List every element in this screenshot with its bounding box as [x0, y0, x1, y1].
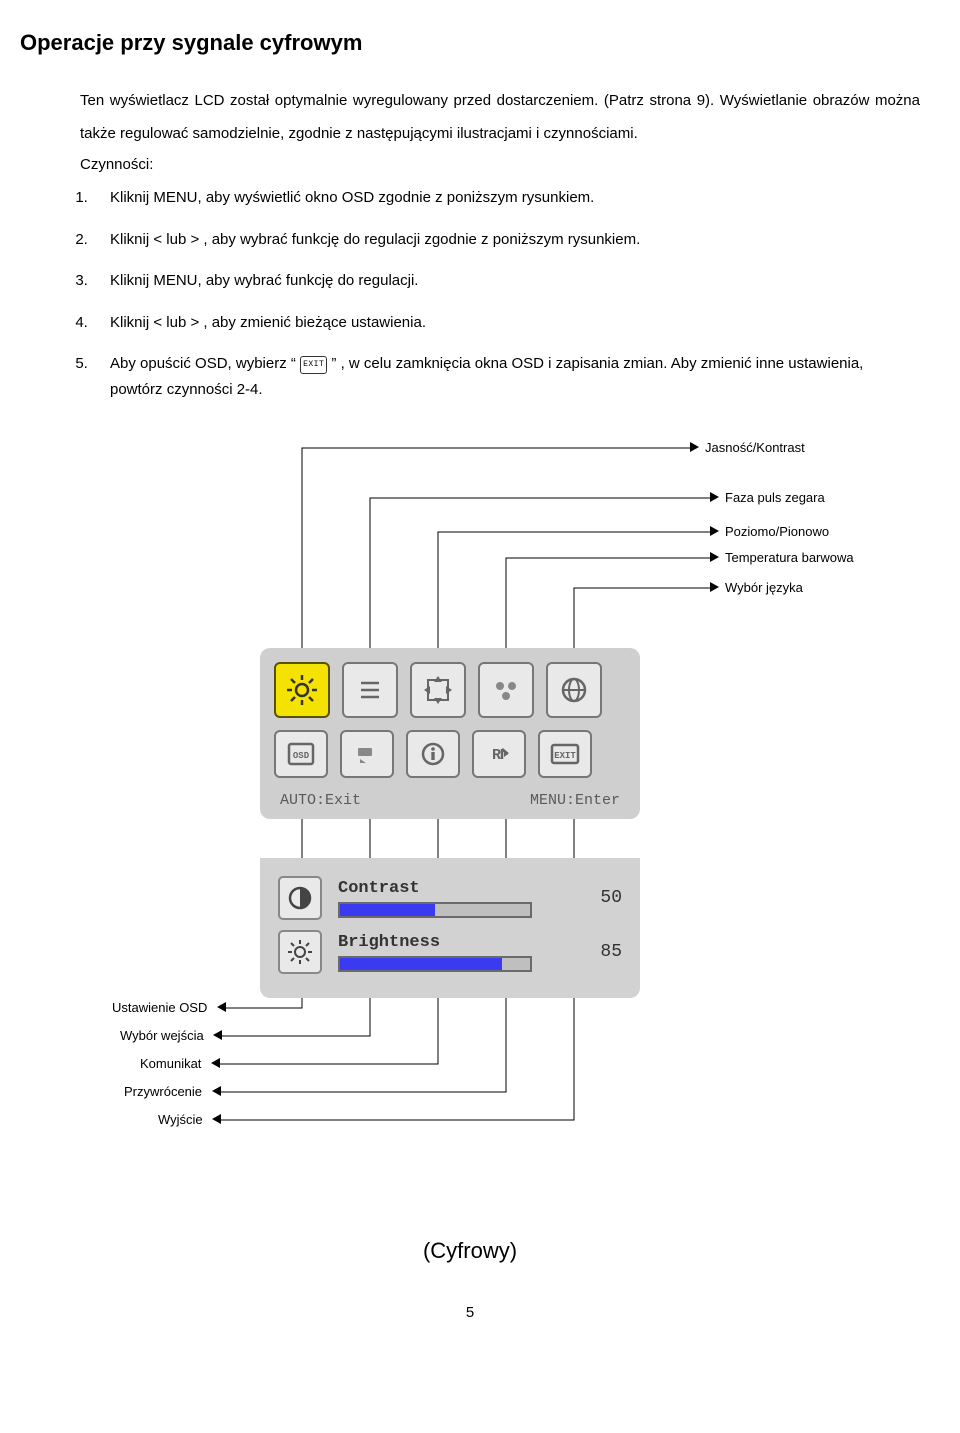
contrast-bar-fill — [340, 904, 435, 916]
arrow-left-icon — [217, 1002, 226, 1012]
phase-clock-icon[interactable] — [342, 662, 398, 718]
brightness-value: 85 — [586, 942, 622, 962]
osd-settings-panel: Contrast 50 Brightness 85 — [260, 858, 640, 998]
brightness-row: Brightness 85 — [278, 930, 622, 974]
osd-hint-row: AUTO:Exit MENU:Enter — [274, 790, 626, 809]
contrast-row: Contrast 50 — [278, 876, 622, 920]
callout-language: Wybór języka — [710, 580, 803, 595]
osd-panel: OSD R EXIT AUTO:Exit MENU:Enter — [260, 648, 640, 819]
callout-info: Komunikat — [140, 1056, 220, 1071]
arrow-right-icon — [710, 492, 719, 502]
step-4: Kliknij < lub > , aby zmienić bieżące us… — [92, 310, 920, 336]
callout-text: Ustawienie OSD — [112, 1000, 207, 1015]
brightness-small-icon — [278, 930, 322, 974]
contrast-value: 50 — [586, 888, 622, 908]
page-number: 5 — [20, 1304, 920, 1321]
callout-brightness-contrast: Jasność/Kontrast — [690, 440, 805, 455]
svg-text:R: R — [492, 747, 501, 764]
step-3: Kliknij MENU, aby wybrać funkcję do regu… — [92, 268, 920, 294]
brightness-icon[interactable] — [274, 662, 330, 718]
callout-text: Wyjście — [158, 1112, 203, 1127]
callout-osd-setup: Ustawienie OSD — [112, 1000, 226, 1015]
arrow-left-icon — [213, 1030, 222, 1040]
callout-exit: Wyjście — [158, 1112, 221, 1127]
arrow-right-icon — [690, 442, 699, 452]
reset-icon[interactable]: R — [472, 730, 526, 778]
mode-label: (Cyfrowy) — [20, 1238, 920, 1264]
arrow-right-icon — [710, 582, 719, 592]
callout-text: Przywrócenie — [124, 1084, 202, 1099]
osd-icon-row-1 — [274, 662, 626, 718]
arrow-left-icon — [211, 1058, 220, 1068]
step-2: Kliknij < lub > , aby wybrać funkcję do … — [92, 227, 920, 253]
contrast-bar[interactable] — [338, 902, 532, 918]
brightness-bar-fill — [340, 958, 502, 970]
callout-text: Wybór języka — [725, 580, 803, 595]
callout-text: Jasność/Kontrast — [705, 440, 805, 455]
callout-h-v-position: Poziomo/Pionowo — [710, 524, 829, 539]
arrow-left-icon — [212, 1086, 221, 1096]
callout-input-select: Wybór wejścia — [120, 1028, 222, 1043]
svg-text:OSD: OSD — [293, 751, 310, 761]
position-icon[interactable] — [410, 662, 466, 718]
callout-text: Faza puls zegara — [725, 490, 825, 505]
arrow-right-icon — [710, 552, 719, 562]
step-5-text-a: Aby opuścić OSD, wybierz “ — [110, 355, 300, 372]
arrow-left-icon — [212, 1114, 221, 1124]
exit-chip-icon: EXIT — [300, 356, 327, 374]
callout-reset: Przywrócenie — [124, 1084, 221, 1099]
hint-menu-enter: MENU:Enter — [530, 792, 620, 809]
step-5: Aby opuścić OSD, wybierz “ EXIT ” , w ce… — [92, 351, 920, 402]
callout-phase-clock: Faza puls zegara — [710, 490, 825, 505]
callout-text: Komunikat — [140, 1056, 201, 1071]
arrow-right-icon — [710, 526, 719, 536]
contrast-icon — [278, 876, 322, 920]
info-icon[interactable] — [406, 730, 460, 778]
contrast-label: Contrast — [338, 879, 570, 898]
steps-list: Kliknij MENU, aby wyświetlić okno OSD zg… — [92, 185, 920, 402]
osd-setup-icon[interactable]: OSD — [274, 730, 328, 778]
page-title: Operacje przy sygnale cyfrowym — [20, 30, 920, 56]
callout-text: Wybór wejścia — [120, 1028, 204, 1043]
step-1: Kliknij MENU, aby wyświetlić okno OSD zg… — [92, 185, 920, 211]
osd-diagram: Jasność/Kontrast Faza puls zegara Poziom… — [20, 438, 920, 1178]
hint-auto-exit: AUTO:Exit — [280, 792, 361, 809]
language-icon[interactable] — [546, 662, 602, 718]
brightness-label: Brightness — [338, 933, 570, 952]
exit-icon[interactable]: EXIT — [538, 730, 592, 778]
brightness-bar[interactable] — [338, 956, 532, 972]
intro-paragraph: Ten wyświetlacz LCD został optymalnie wy… — [80, 84, 920, 150]
steps-label: Czynności: — [80, 156, 920, 173]
callout-color-temp: Temperatura barwowa — [710, 550, 854, 565]
svg-text:EXIT: EXIT — [554, 751, 576, 761]
color-temp-icon[interactable] — [478, 662, 534, 718]
osd-icon-row-2: OSD R EXIT — [274, 730, 626, 778]
callout-text: Poziomo/Pionowo — [725, 524, 829, 539]
input-select-icon[interactable] — [340, 730, 394, 778]
callout-text: Temperatura barwowa — [725, 550, 854, 565]
